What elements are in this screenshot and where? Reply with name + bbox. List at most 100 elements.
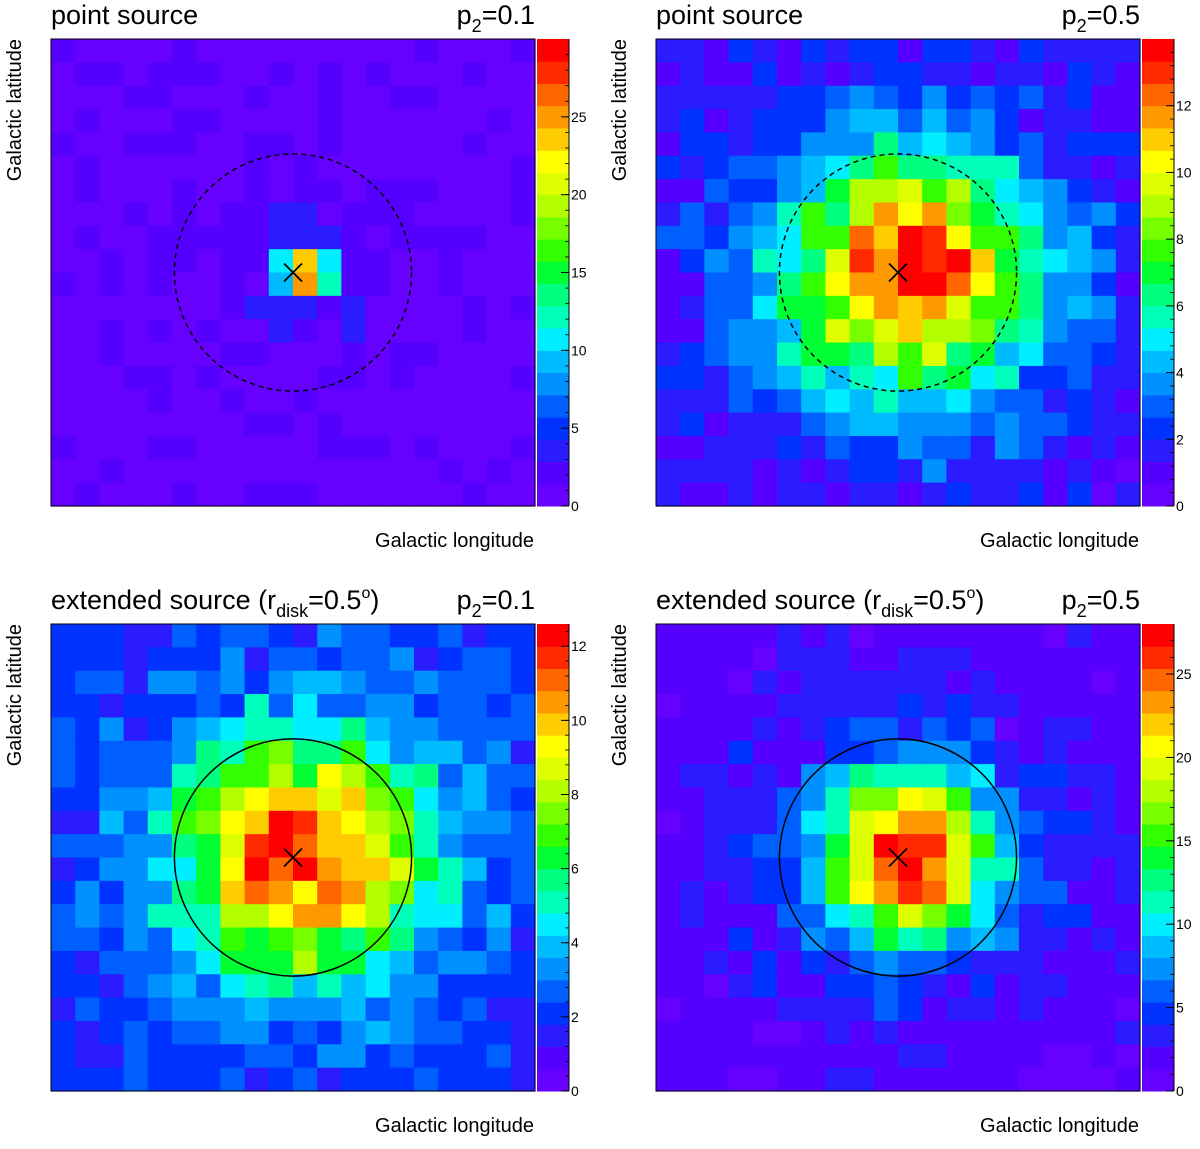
color-bar-segment (537, 394, 569, 418)
heatmap-cell (994, 1044, 1020, 1069)
heatmap-cell (51, 927, 76, 952)
heatmap-cell (268, 1044, 294, 1069)
heatmap-cell (147, 787, 173, 812)
heatmap-cell (946, 132, 972, 157)
heatmap-cell (317, 295, 342, 320)
heatmap-cell (680, 272, 705, 297)
heatmap-cell (1067, 85, 1093, 110)
color-bar-segment (537, 735, 569, 758)
heatmap-cell (994, 740, 1020, 765)
heatmap-cell (946, 412, 972, 437)
heatmap-cell (51, 435, 76, 460)
heatmap-cell (970, 740, 996, 765)
heatmap-cell (462, 1067, 488, 1092)
heatmap-cell (1067, 225, 1093, 250)
heatmap-cell (147, 85, 173, 110)
heatmap-cell (680, 249, 705, 274)
heatmap-cell (268, 787, 294, 812)
heatmap-cell (268, 202, 294, 227)
color-bar-tick-label: 5 (571, 420, 579, 436)
heatmap-cell (75, 39, 100, 63)
heatmap-cell (147, 435, 173, 460)
heatmap-cell (99, 974, 125, 999)
heatmap-cell (123, 435, 149, 460)
heatmap-cell (970, 1044, 996, 1069)
heatmap-cell (268, 435, 294, 460)
heatmap-cell (873, 717, 899, 742)
heatmap-cell (317, 62, 342, 87)
heatmap-cell (462, 997, 488, 1022)
heatmap-cell (970, 834, 996, 859)
heatmap-cell (365, 647, 391, 672)
heatmap-cell (414, 694, 439, 718)
color-bar-segment (537, 127, 569, 151)
source-region-circle (173, 153, 413, 392)
heatmap-cell (268, 342, 294, 367)
heatmap-cell (801, 787, 826, 812)
heatmap-cell (244, 459, 270, 484)
heatmap-cell (680, 132, 705, 157)
heatmap-cell (75, 764, 100, 789)
heatmap-cell (462, 647, 488, 672)
heatmap-cell (196, 202, 221, 227)
color-bar-segment (1142, 439, 1174, 463)
heatmap-cell (244, 694, 270, 718)
heatmap-cell (268, 482, 294, 507)
heatmap-cell (680, 834, 705, 859)
heatmap-cell (293, 155, 318, 180)
heatmap-cell (704, 974, 730, 999)
heatmap-cell (922, 389, 947, 414)
heatmap-cell (728, 295, 754, 320)
heatmap-cell (1043, 834, 1068, 859)
heatmap-cell (1067, 834, 1093, 859)
heatmap-cell (777, 787, 802, 812)
heatmap-cell (728, 904, 754, 929)
color-bar-segment (537, 483, 569, 507)
heatmap-cell (244, 389, 270, 414)
heatmap-cell (172, 950, 197, 975)
heatmap-cell (656, 389, 681, 414)
heatmap-cell (704, 295, 730, 320)
heatmap-cell (1067, 412, 1093, 437)
heatmap-cell (1115, 295, 1141, 320)
heatmap-cell (946, 249, 972, 274)
heatmap-cell (389, 179, 415, 204)
heatmap-cell (365, 295, 391, 320)
heatmap-cell (801, 834, 826, 859)
heatmap-cell (268, 694, 294, 718)
heatmap-cell (462, 225, 488, 250)
heatmap-cell (341, 109, 367, 133)
heatmap-cell (389, 225, 415, 250)
heatmap-cell (1043, 225, 1068, 250)
heatmap-cell (777, 997, 802, 1022)
heatmap-cell (389, 857, 415, 882)
heatmap-cell (220, 249, 246, 274)
heatmap-cell (99, 904, 125, 929)
heatmap-cell (196, 1020, 221, 1045)
heatmap-cell (510, 997, 536, 1022)
heatmap-cell (801, 39, 826, 63)
heatmap-cell (898, 904, 923, 929)
heatmap-cell (825, 670, 851, 695)
heatmap-cell (994, 624, 1020, 648)
heatmap-cell (462, 365, 488, 390)
color-bar-tick-label: 20 (571, 187, 587, 203)
color-bar-segment (1142, 328, 1174, 351)
heatmap-cell (728, 225, 754, 250)
heatmap-cell (704, 927, 730, 952)
heatmap-cell (51, 179, 76, 204)
color-bar-tick-label: 2 (1176, 431, 1184, 447)
color-bar-segment (1142, 127, 1174, 151)
heatmap-cell (99, 249, 125, 274)
heatmap-cell (99, 1044, 125, 1069)
heatmap-cell (777, 319, 802, 344)
heatmap-cell (317, 39, 342, 63)
heatmap-cell (486, 1067, 512, 1092)
heatmap-cell (752, 109, 778, 133)
heatmap-cell (994, 109, 1020, 133)
heatmap-cell (1091, 202, 1117, 227)
heatmap-cell (752, 202, 778, 227)
heatmap-cell (317, 624, 342, 648)
parameter-label: p2=0.5 (1062, 585, 1140, 621)
